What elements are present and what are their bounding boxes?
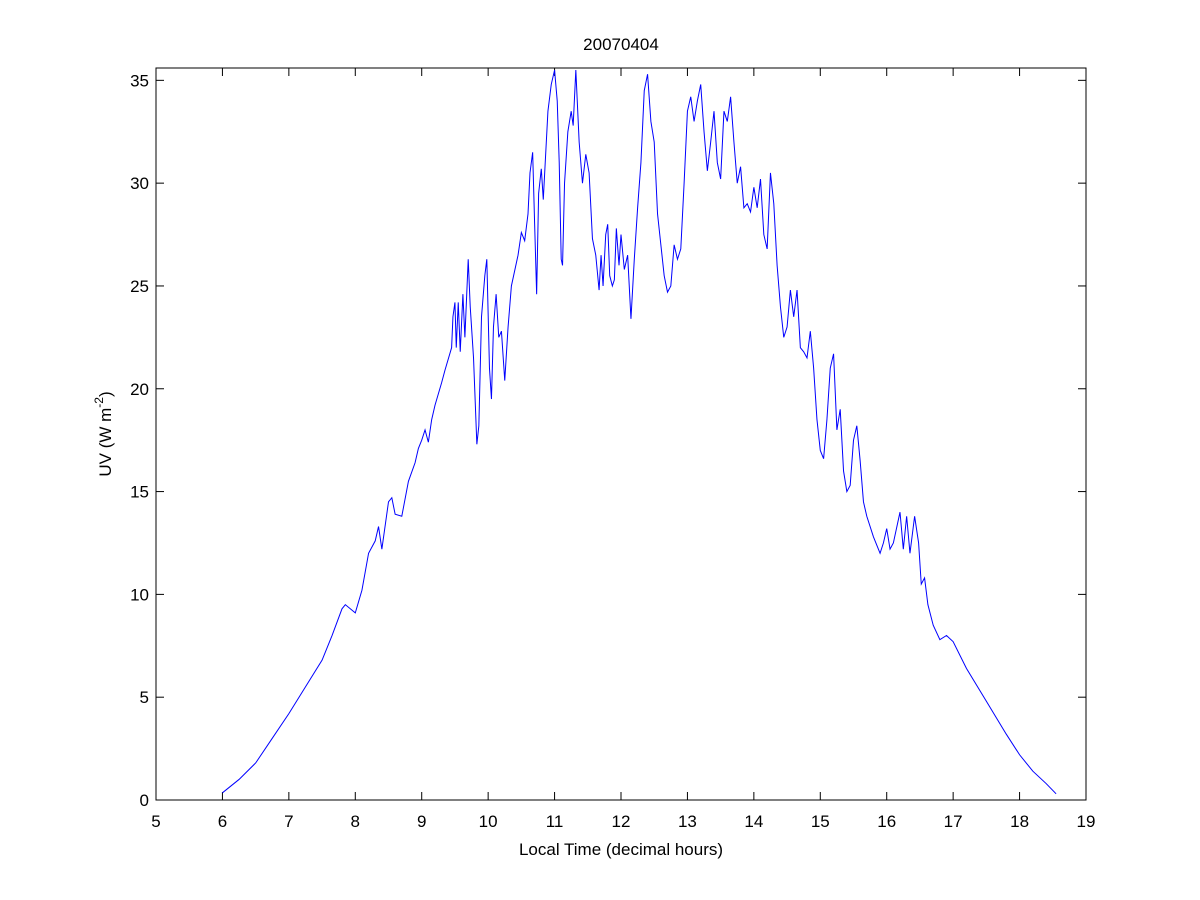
x-tick-label: 12 <box>612 812 631 831</box>
y-tick-label: 25 <box>130 277 149 296</box>
x-tick-label: 9 <box>417 812 426 831</box>
y-tick-label: 10 <box>130 585 149 604</box>
y-tick-label: 30 <box>130 174 149 193</box>
y-tick-label: 0 <box>140 791 149 810</box>
x-tick-label: 8 <box>351 812 360 831</box>
x-tick-label: 13 <box>678 812 697 831</box>
x-tick-label: 18 <box>1010 812 1029 831</box>
y-tick-label: 15 <box>130 483 149 502</box>
x-tick-label: 17 <box>944 812 963 831</box>
x-tick-label: 19 <box>1077 812 1096 831</box>
x-tick-label: 10 <box>479 812 498 831</box>
x-tick-label: 16 <box>877 812 896 831</box>
x-tick-label: 7 <box>284 812 293 831</box>
x-tick-label: 11 <box>546 812 564 831</box>
plot-area <box>155 67 1087 801</box>
y-axis-label-sup: -2 <box>92 397 106 408</box>
x-tick-label: 6 <box>218 812 227 831</box>
y-axis-label: UV (W m-2) <box>92 391 115 476</box>
data-line <box>222 69 1057 795</box>
y-axis-label-text: UV (W m <box>96 408 115 477</box>
y-tick-label: 5 <box>140 688 149 707</box>
x-tick-label: 15 <box>811 812 830 831</box>
y-axis-label-tail: ) <box>96 391 115 397</box>
chart-title: 20070404 <box>583 35 659 54</box>
x-tick-label: 5 <box>151 812 160 831</box>
x-axis-label: Local Time (decimal hours) <box>519 840 723 859</box>
y-tick-label: 20 <box>130 380 149 399</box>
x-tick-label: 14 <box>744 812 763 831</box>
y-tick-label: 35 <box>130 71 149 90</box>
